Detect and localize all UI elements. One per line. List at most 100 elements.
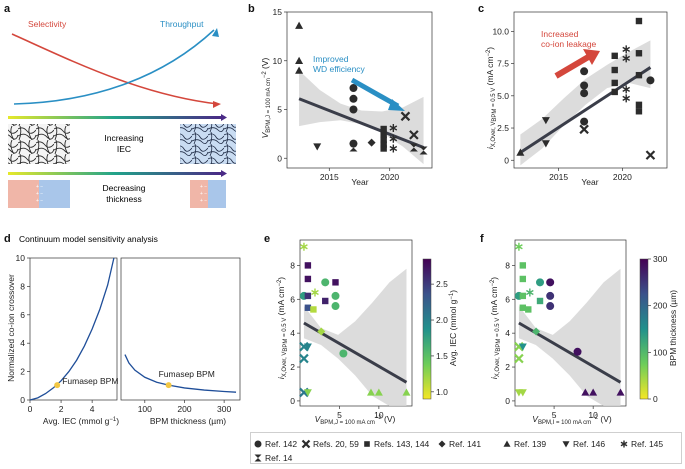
panel-b-xlabel: Year bbox=[351, 177, 368, 187]
plot-b-point-5 bbox=[349, 94, 358, 103]
panel-d: d Continuum model sensitivity analysis F… bbox=[4, 233, 241, 426]
f-cbar-tick-label-3: 300 bbox=[653, 254, 667, 264]
panel-a: a Selectivity Throughput Increasing IEC … bbox=[4, 3, 236, 208]
plot-c-point-9 bbox=[611, 66, 618, 74]
legend-marker-triangle-up bbox=[503, 440, 511, 447]
panel-b-arrowhead-icon bbox=[388, 99, 405, 111]
plot-b-point-20 bbox=[409, 143, 418, 152]
plot-c-point-0 bbox=[516, 148, 525, 156]
iec-text-2: IEC bbox=[117, 144, 131, 154]
plot-d-right-xtick-label-0: 100 bbox=[138, 404, 152, 414]
panel-f-xlabel: VBPM,I = 100 mA cm−2 (V) bbox=[532, 414, 612, 426]
plot-c-point-17 bbox=[635, 50, 643, 57]
panel-b-arrow-icon bbox=[350, 77, 400, 109]
plot-e-point-9 bbox=[303, 343, 312, 351]
plot-d-ytick-label-0: 0 bbox=[20, 395, 25, 405]
panel-c-label: c bbox=[478, 3, 484, 15]
plot-c-xtick-label-0: 2015 bbox=[549, 172, 568, 182]
plot-e-confidence-band bbox=[303, 268, 407, 406]
selectivity-curve bbox=[11, 33, 219, 105]
plot-b-point-6 bbox=[349, 105, 358, 114]
gradient-arrow-icon-2 bbox=[221, 170, 227, 177]
high-iec-membrane bbox=[180, 124, 236, 164]
plot-c-point-6 bbox=[580, 117, 589, 126]
legend-marker-square bbox=[364, 441, 370, 447]
panel-e: e 5 10 0 2 4 6 8 1.0 1.5 2.0 2.5 iX,Over, VBPM = 0… bbox=[264, 233, 458, 426]
plot-f-point-9 bbox=[518, 343, 527, 351]
plot-d-right-frame bbox=[120, 257, 241, 401]
plot-f-point-11 bbox=[525, 306, 532, 313]
plot-d-right-xtick-label-2: 300 bbox=[217, 404, 231, 414]
plot-c-point-14 bbox=[622, 85, 631, 94]
plot-f-point-17 bbox=[546, 302, 555, 311]
svg-text:+ −: + − bbox=[36, 184, 43, 190]
plot-f-point-7 bbox=[519, 292, 527, 300]
plot-f-point-10 bbox=[518, 389, 527, 397]
plot-b-ytick-label-1: 5 bbox=[277, 105, 282, 115]
plot-e-point-8 bbox=[304, 304, 312, 311]
plot-b-point-1 bbox=[295, 56, 304, 64]
plot-c-point-3 bbox=[580, 67, 589, 76]
plot-e-point-22 bbox=[402, 388, 411, 396]
legend-label-7: Ref. 14 bbox=[265, 453, 293, 463]
plot-d-ytick-label-1: 2 bbox=[20, 367, 25, 377]
panel-f-colorbar bbox=[639, 258, 649, 400]
panel-d-xlabel-right: BPM thickness (µm) bbox=[150, 416, 226, 426]
plot-b-fit-line bbox=[298, 97, 425, 149]
plot-c-point-4 bbox=[580, 81, 589, 90]
svg-text:+ −: + − bbox=[200, 198, 207, 204]
f-cbar-tick-label-1: 100 bbox=[653, 347, 667, 357]
panel-f-colorbar-label: BPM thickness (µm) bbox=[668, 290, 678, 366]
plot-e-point-13 bbox=[317, 327, 326, 336]
plot-f-point-13 bbox=[532, 327, 541, 336]
panel-f-label: f bbox=[480, 233, 484, 245]
panel-e-colorbar-label: Avg. IEC (mmol g−1) bbox=[448, 290, 458, 366]
thin-membrane bbox=[190, 180, 226, 208]
plot-c-point-21 bbox=[646, 76, 655, 85]
plot-d-left-marker bbox=[54, 382, 61, 389]
plot-f-ytick-label-3: 6 bbox=[505, 294, 510, 304]
plot-d-right-marker-label: Fumasep BPM bbox=[159, 369, 215, 379]
plot-b-point-10 bbox=[380, 125, 387, 133]
svg-text:+ −: + − bbox=[200, 191, 207, 197]
plot-b-point-19 bbox=[409, 130, 419, 140]
panel-c-arrowhead-icon bbox=[583, 49, 600, 65]
plot-e-point-0 bbox=[300, 242, 308, 251]
plot-e-point-3 bbox=[299, 353, 309, 364]
panel-c-annotation-2: co-ion leakage bbox=[541, 39, 597, 49]
plot-b-point-11 bbox=[380, 131, 387, 139]
panel-d-title: Continuum model sensitivity analysis bbox=[19, 234, 158, 244]
selectivity-arrow-icon bbox=[213, 101, 221, 108]
panel-b-annotation-2: WD efficiency bbox=[313, 64, 366, 74]
svg-text:+ −: + − bbox=[36, 198, 43, 204]
plot-d-right-marker bbox=[165, 382, 172, 389]
plot-e-point-7 bbox=[304, 292, 312, 300]
plot-d-left-frame bbox=[29, 257, 118, 401]
plot-e-point-6 bbox=[304, 275, 312, 283]
plot-d-left-xtick-label-1: 2 bbox=[59, 404, 64, 414]
plot-c-frame bbox=[513, 11, 668, 169]
legend-marker-hourglass bbox=[254, 454, 262, 462]
thickness-text-1: Decreasing bbox=[103, 183, 146, 193]
plot-f-point-8 bbox=[519, 304, 527, 311]
plot-c-point-13 bbox=[622, 54, 631, 63]
gradient-arrow-icon bbox=[221, 114, 227, 121]
plot-e-point-19 bbox=[339, 349, 348, 358]
plot-b-point-2 bbox=[295, 66, 304, 74]
plot-f-point-0 bbox=[515, 242, 523, 251]
plot-d-right-curve bbox=[124, 354, 237, 393]
plot-e-point-15 bbox=[322, 297, 329, 305]
legend-label-3: Ref. 141 bbox=[449, 439, 481, 449]
plot-e-point-17 bbox=[331, 302, 340, 311]
plot-e-ytick-label-2: 4 bbox=[290, 328, 295, 338]
plot-f-point-6 bbox=[519, 275, 527, 283]
plot-e-point-5 bbox=[304, 262, 312, 269]
legend-label-5: Ref. 146 bbox=[573, 439, 605, 449]
plot-c-point-2 bbox=[541, 140, 550, 148]
plot-c-xtick-label-1: 2020 bbox=[613, 172, 632, 182]
throughput-label: Throughput bbox=[160, 19, 204, 29]
panel-c-xlabel: Year bbox=[581, 177, 598, 187]
plot-c-point-8 bbox=[611, 52, 618, 60]
